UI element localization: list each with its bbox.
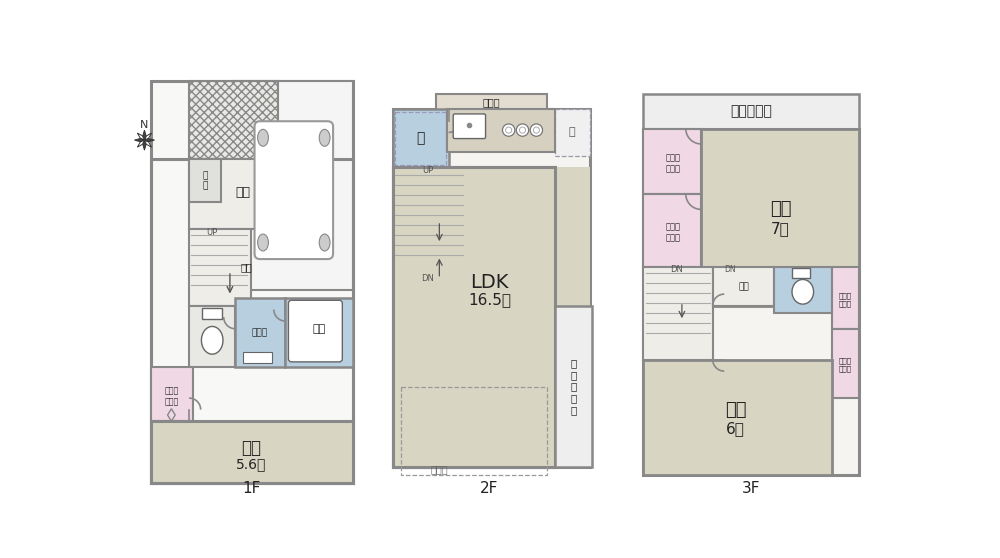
Text: クロー
ゼット: クロー ゼット [839,358,852,372]
Bar [151,81,353,483]
Bar [189,229,251,306]
Text: UP: UP [422,166,433,175]
Text: 収
納: 収 納 [203,171,208,191]
Text: クロー
ゼット: クロー ゼット [665,153,680,173]
Bar [235,298,285,367]
Bar [555,109,590,156]
Text: UP: UP [207,228,218,237]
Circle shape [530,124,543,136]
Ellipse shape [258,129,268,146]
Text: 洋室: 洋室 [241,439,261,457]
Polygon shape [144,140,152,147]
Text: 廊下: 廊下 [241,262,253,272]
Text: DN: DN [421,274,434,283]
Bar [235,81,353,290]
Bar [189,160,278,229]
Bar [832,267,859,329]
Bar [393,167,466,282]
Bar [555,306,592,468]
Bar [466,167,555,282]
Text: 廊下: 廊下 [738,282,749,291]
Bar [395,112,446,165]
Ellipse shape [258,234,268,251]
Text: N: N [140,120,149,129]
Text: クロー
ゼット: クロー ゼット [164,387,179,406]
Text: 3F: 3F [742,482,760,497]
Bar [393,167,555,468]
Text: 2F: 2F [480,482,499,497]
Polygon shape [144,138,154,142]
Ellipse shape [792,280,814,304]
Bar [643,128,859,475]
Bar [189,306,235,367]
Circle shape [502,124,515,136]
Text: 1F: 1F [242,482,261,497]
Bar [701,128,859,306]
Bar [643,128,701,194]
Bar [774,267,832,314]
Text: 洗面室: 洗面室 [252,328,268,337]
Text: クロー
ゼット: クロー ゼット [839,292,852,306]
Text: クロー
ゼット: クロー ゼット [665,223,680,242]
Text: 洗: 洗 [417,132,425,146]
FancyBboxPatch shape [453,114,486,138]
Bar [713,267,774,306]
Text: バルコニー: バルコニー [730,104,772,118]
Circle shape [516,124,529,136]
Text: 冷: 冷 [568,127,575,137]
Ellipse shape [319,234,330,251]
Text: バ
ル
コ
ニ
ー: バ ル コ ニ ー [570,358,576,415]
Bar [202,308,222,319]
Bar [151,160,353,483]
Text: 5.6帖: 5.6帖 [236,457,267,472]
Text: 玄関: 玄関 [236,186,250,199]
Bar [401,387,547,475]
Text: 6帖: 6帖 [726,421,745,436]
Bar [393,109,590,468]
Text: 浴室: 浴室 [313,324,326,334]
Text: 床暖房: 床暖房 [431,465,448,475]
Bar [792,268,810,278]
Bar [643,94,859,128]
Ellipse shape [201,326,223,354]
Bar [393,167,590,468]
Bar [832,329,859,398]
Bar [151,367,193,421]
Bar [189,160,221,201]
Bar [447,109,555,152]
Text: 洋室: 洋室 [725,401,747,418]
Bar [151,421,353,483]
Bar [393,109,449,167]
Polygon shape [143,130,146,140]
Text: LDK: LDK [470,273,509,292]
Bar [243,352,272,363]
Ellipse shape [319,129,330,146]
Text: 16.5帖: 16.5帖 [468,292,511,307]
Text: 洋室: 洋室 [770,200,791,218]
Text: 7帖: 7帖 [771,221,790,236]
Polygon shape [134,138,144,142]
Polygon shape [137,133,144,140]
Text: DN: DN [725,265,736,274]
Bar [436,94,547,111]
Text: 吊戸棚: 吊戸棚 [483,98,501,107]
Bar [643,194,701,267]
FancyBboxPatch shape [255,121,333,259]
Polygon shape [143,140,146,150]
Polygon shape [137,140,144,147]
FancyBboxPatch shape [288,300,342,362]
Bar [643,359,832,475]
Bar [643,267,713,359]
Bar [393,282,555,468]
Bar [189,81,278,160]
Text: DN: DN [670,265,683,274]
Bar [285,298,353,367]
Polygon shape [144,133,152,140]
